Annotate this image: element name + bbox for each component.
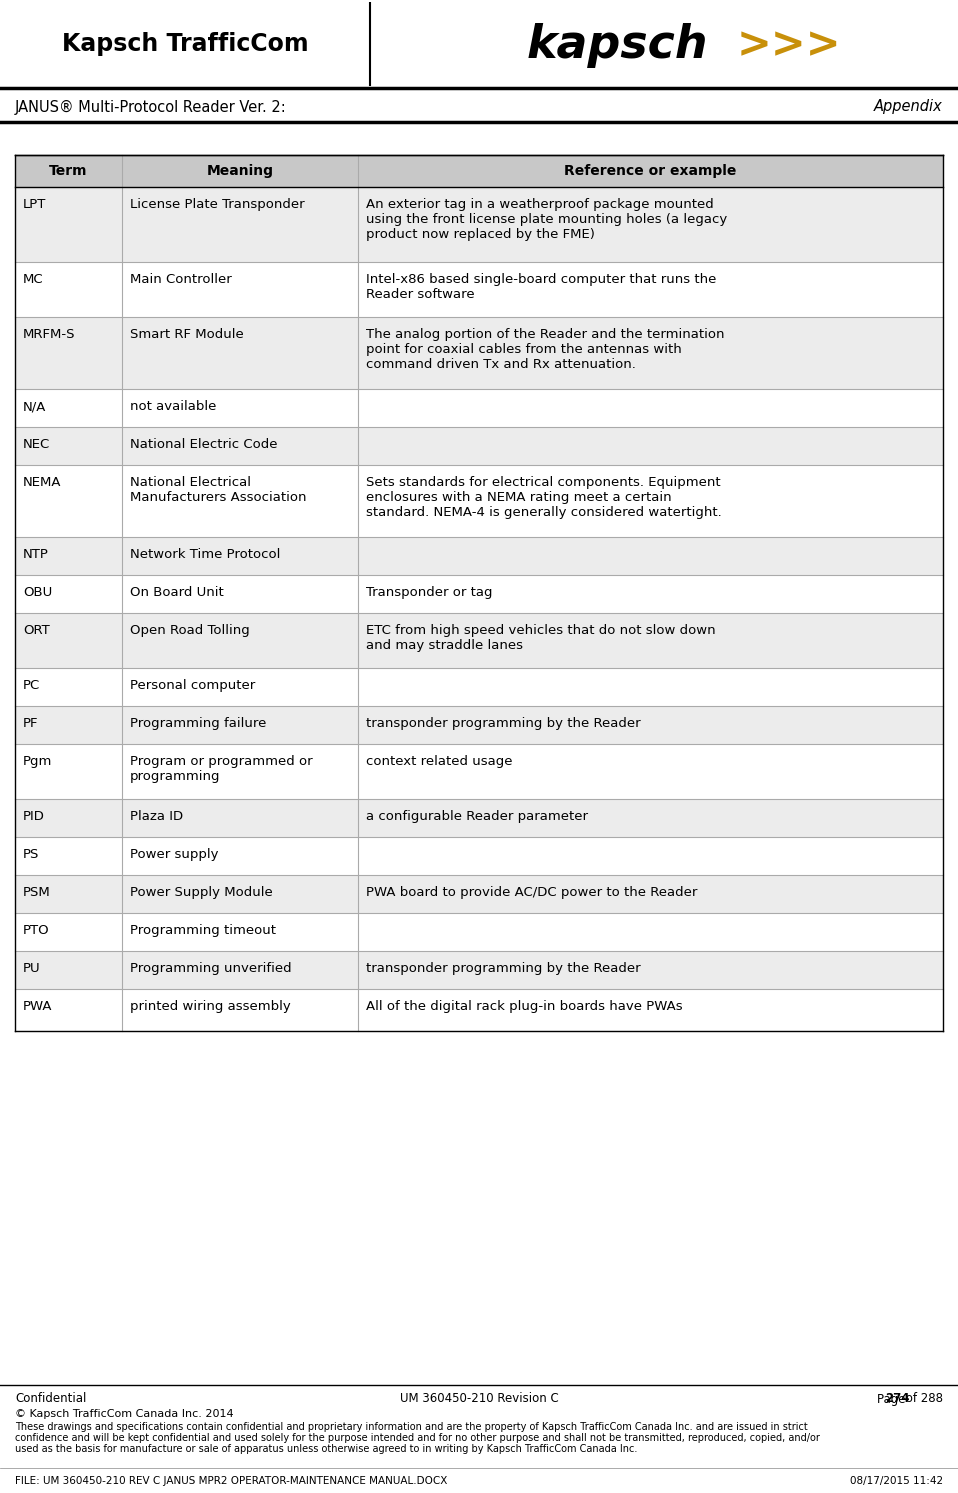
Text: Personal computer: Personal computer [129, 679, 255, 691]
Text: and may straddle lanes: and may straddle lanes [366, 639, 523, 652]
Text: 08/17/2015 11:42: 08/17/2015 11:42 [850, 1477, 943, 1486]
Text: PTO: PTO [23, 924, 50, 938]
Text: Smart RF Module: Smart RF Module [129, 328, 243, 340]
Text: Page: Page [878, 1393, 909, 1405]
Text: ETC from high speed vehicles that do not slow down: ETC from high speed vehicles that do not… [366, 624, 716, 638]
Text: ORT: ORT [23, 624, 50, 638]
Text: PU: PU [23, 961, 40, 975]
Bar [15, 744, 943, 799]
Text: product now replaced by the FME): product now replaced by the FME) [366, 228, 595, 240]
Bar [15, 390, 943, 427]
Text: using the front license plate mounting holes (a legacy: using the front license plate mounting h… [366, 213, 728, 225]
Text: On Board Unit: On Board Unit [129, 585, 223, 599]
Text: Appendix: Appendix [875, 100, 943, 115]
Text: OBU: OBU [23, 585, 53, 599]
Text: point for coaxial cables from the antennas with: point for coaxial cables from the antenn… [366, 343, 682, 355]
Text: command driven Tx and Rx attenuation.: command driven Tx and Rx attenuation. [366, 358, 636, 370]
Bar [15, 317, 943, 390]
Bar [15, 575, 943, 614]
Text: All of the digital rack plug-in boards have PWAs: All of the digital rack plug-in boards h… [366, 1000, 683, 1012]
Text: programming: programming [129, 770, 220, 782]
Text: Plaza ID: Plaza ID [129, 811, 183, 823]
Text: Confidential: Confidential [15, 1393, 86, 1405]
Text: The analog portion of the Reader and the termination: The analog portion of the Reader and the… [366, 328, 725, 340]
Text: 274: 274 [885, 1393, 909, 1405]
Text: Meaning: Meaning [207, 164, 274, 178]
Text: © Kapsch TrafficCom Canada Inc. 2014: © Kapsch TrafficCom Canada Inc. 2014 [15, 1409, 234, 1418]
Text: PSM: PSM [23, 885, 51, 899]
Text: National Electrical: National Electrical [129, 476, 251, 490]
Text: Main Controller: Main Controller [129, 273, 232, 287]
Text: confidence and will be kept confidential and used solely for the purpose intende: confidence and will be kept confidential… [15, 1433, 820, 1444]
Bar [15, 914, 943, 951]
Bar [15, 875, 943, 914]
Text: NTP: NTP [23, 548, 49, 561]
Bar [15, 951, 943, 988]
Text: Open Road Tolling: Open Road Tolling [129, 624, 249, 638]
Text: Intel-x86 based single-board computer that runs the: Intel-x86 based single-board computer th… [366, 273, 717, 287]
Text: Network Time Protocol: Network Time Protocol [129, 548, 280, 561]
Text: FILE: UM 360450-210 REV C JANUS MPR2 OPERATOR-MAINTENANCE MANUAL.DOCX: FILE: UM 360450-210 REV C JANUS MPR2 OPE… [15, 1477, 447, 1486]
Text: enclosures with a NEMA rating meet a certain: enclosures with a NEMA rating meet a cer… [366, 491, 672, 505]
Text: of 288: of 288 [902, 1393, 943, 1405]
Text: Programming unverified: Programming unverified [129, 961, 291, 975]
Text: PID: PID [23, 811, 45, 823]
Text: Reference or example: Reference or example [564, 164, 737, 178]
Text: Kapsch TrafficCom: Kapsch TrafficCom [61, 31, 308, 57]
Text: Reader software: Reader software [366, 288, 475, 302]
Text: not available: not available [129, 400, 217, 414]
Bar [15, 838, 943, 875]
Text: License Plate Transponder: License Plate Transponder [129, 199, 305, 211]
Text: Pgm: Pgm [23, 755, 53, 767]
Text: transponder programming by the Reader: transponder programming by the Reader [366, 717, 641, 730]
Bar [15, 988, 943, 1032]
Text: >>>: >>> [737, 24, 841, 66]
Text: a configurable Reader parameter: a configurable Reader parameter [366, 811, 588, 823]
Text: Term: Term [49, 164, 87, 178]
Text: MC: MC [23, 273, 44, 287]
Text: PWA board to provide AC/DC power to the Reader: PWA board to provide AC/DC power to the … [366, 885, 697, 899]
Bar [15, 261, 943, 317]
Text: MRFM-S: MRFM-S [23, 328, 76, 340]
Bar [15, 667, 943, 706]
Bar [15, 187, 943, 261]
Text: kapsch: kapsch [526, 24, 708, 69]
Bar [15, 464, 943, 537]
Text: NEMA: NEMA [23, 476, 61, 490]
Text: Power Supply Module: Power Supply Module [129, 885, 272, 899]
Text: Programming timeout: Programming timeout [129, 924, 276, 938]
Bar [15, 799, 943, 838]
Text: N/A: N/A [23, 400, 46, 414]
Text: These drawings and specifications contain confidential and proprietary informati: These drawings and specifications contai… [15, 1421, 808, 1432]
Bar [15, 427, 943, 464]
Text: context related usage: context related usage [366, 755, 513, 767]
Bar [15, 537, 943, 575]
Text: An exterior tag in a weatherproof package mounted: An exterior tag in a weatherproof packag… [366, 199, 714, 211]
Text: Transponder or tag: Transponder or tag [366, 585, 492, 599]
Text: National Electric Code: National Electric Code [129, 437, 277, 451]
Text: PF: PF [23, 717, 38, 730]
Text: standard. NEMA-4 is generally considered watertight.: standard. NEMA-4 is generally considered… [366, 506, 722, 520]
Text: Programming failure: Programming failure [129, 717, 266, 730]
Text: printed wiring assembly: printed wiring assembly [129, 1000, 290, 1012]
Bar [15, 614, 943, 667]
Text: PC: PC [23, 679, 40, 691]
Text: used as the basis for manufacture or sale of apparatus unless otherwise agreed t: used as the basis for manufacture or sal… [15, 1444, 637, 1454]
Text: PS: PS [23, 848, 39, 861]
Text: transponder programming by the Reader: transponder programming by the Reader [366, 961, 641, 975]
Text: Program or programmed or: Program or programmed or [129, 755, 312, 767]
Bar [15, 155, 943, 187]
Text: Power supply: Power supply [129, 848, 218, 861]
Bar [15, 706, 943, 744]
Text: JANUS® Multi-Protocol Reader Ver. 2:: JANUS® Multi-Protocol Reader Ver. 2: [15, 100, 286, 115]
Text: NEC: NEC [23, 437, 50, 451]
Text: Manufacturers Association: Manufacturers Association [129, 491, 307, 505]
Text: Sets standards for electrical components. Equipment: Sets standards for electrical components… [366, 476, 721, 490]
Text: PWA: PWA [23, 1000, 53, 1012]
Text: UM 360450-210 Revision C: UM 360450-210 Revision C [399, 1393, 559, 1405]
Text: LPT: LPT [23, 199, 46, 211]
